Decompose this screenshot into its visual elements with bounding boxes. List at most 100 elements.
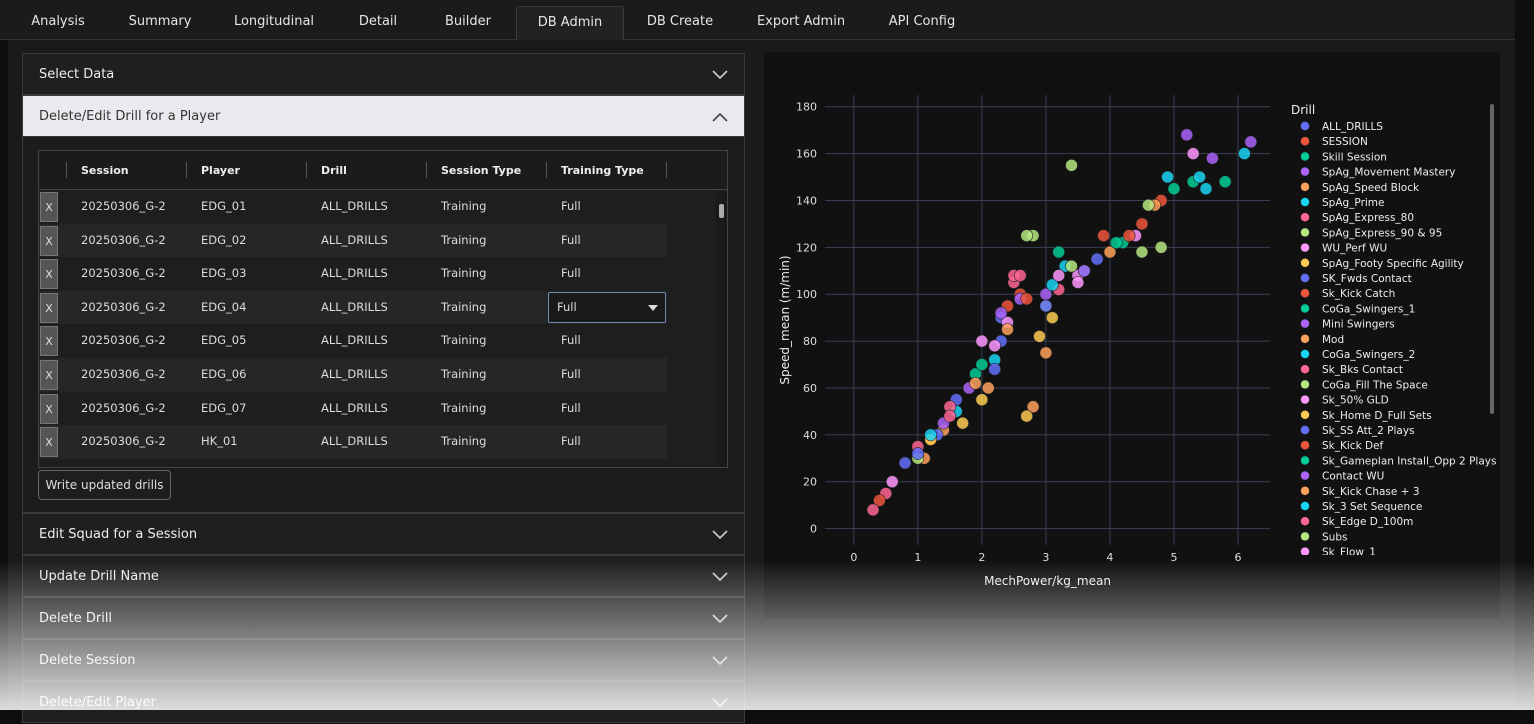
delete-row-button[interactable]: X	[40, 393, 58, 424]
chevron	[712, 530, 728, 540]
column-header[interactable]: Training Type	[561, 164, 644, 177]
accordion-header[interactable]: Delete/Edit Player	[22, 681, 745, 723]
legend-label: Skill Session	[1322, 151, 1387, 163]
legend-marker	[1300, 197, 1310, 207]
cell: EDG_04	[201, 299, 247, 314]
chevron	[712, 112, 728, 122]
point	[1110, 236, 1123, 249]
legend-label: CoGa_Swingers_2	[1322, 349, 1415, 361]
cell: Training	[441, 434, 487, 449]
x-axis-label: MechPower/kg_mean	[984, 574, 1111, 588]
column-separator	[546, 162, 547, 178]
tab-active[interactable]: DB Admin	[516, 6, 624, 40]
tab[interactable]: Export Admin	[756, 14, 846, 29]
point	[1090, 252, 1104, 266]
accordion-header[interactable]: Delete Session	[22, 639, 745, 681]
tab[interactable]: Analysis	[31, 14, 85, 29]
cell: Training	[441, 232, 487, 247]
point	[1033, 330, 1046, 343]
legend-label: CoGa_Swingers_1	[1322, 303, 1415, 315]
cell: EDG_03	[201, 266, 247, 281]
delete-row-button[interactable]: X	[40, 360, 58, 390]
delete-row-button[interactable]: X	[40, 225, 58, 256]
point	[1142, 198, 1155, 212]
point	[975, 393, 989, 406]
training-type-select[interactable]: Full	[548, 291, 666, 323]
cell: Training	[441, 299, 487, 314]
legend-marker	[1300, 485, 1310, 496]
accordion-header[interactable]: Update Drill Name	[22, 555, 745, 597]
column-separator	[426, 162, 427, 178]
tab[interactable]: Detail	[358, 14, 398, 29]
y-tick-label: 180	[796, 101, 817, 114]
column-header[interactable]: Session	[81, 164, 129, 177]
legend-marker	[1300, 182, 1310, 192]
legend-marker	[1300, 166, 1310, 177]
y-tick-label: 20	[803, 476, 817, 489]
accordion-header[interactable]: Edit Squad for a Session	[22, 513, 745, 555]
point	[1122, 229, 1136, 242]
write-button[interactable]: Write updated drills	[38, 470, 171, 500]
legend-marker	[1300, 409, 1310, 420]
point	[1238, 147, 1251, 160]
legend-label: SpAg_Movement Mastery	[1322, 167, 1455, 179]
tab[interactable]: Summary	[128, 14, 192, 29]
point	[1071, 276, 1085, 289]
y-tick-label: 0	[810, 523, 817, 536]
accordion-header[interactable]: Select Data	[22, 53, 745, 95]
cell: Full	[561, 199, 581, 213]
cell: ALL_DRILLS	[321, 333, 388, 348]
point	[1052, 245, 1066, 259]
delete-row-button[interactable]: X	[40, 192, 58, 222]
point	[873, 494, 886, 507]
table-header-bg	[39, 151, 727, 190]
cell: EDG_06	[201, 367, 247, 381]
legend-marker	[1300, 121, 1310, 131]
delete-row-button[interactable]: X	[40, 292, 58, 323]
legend-label: SpAg_Speed Block	[1322, 182, 1420, 194]
column-header[interactable]: Player	[201, 164, 240, 177]
chevron	[712, 656, 728, 666]
point	[885, 475, 899, 489]
legend-marker	[1300, 531, 1310, 542]
legend-marker	[1300, 440, 1310, 451]
point	[1046, 278, 1059, 292]
point	[1180, 128, 1194, 142]
legend-label: SpAg_Footy Specific Agility	[1322, 258, 1464, 270]
delete-row-button[interactable]: X	[40, 427, 58, 458]
tab[interactable]: DB Create	[646, 14, 714, 29]
accordion-header-open[interactable]: Delete/Edit Drill for a Player	[22, 95, 745, 137]
chart-panel: 0 1 2 3 4 5 6 0 20 40 60 80 100 120 140 160 180 MechPower…	[764, 52, 1500, 618]
legend-marker	[1300, 151, 1310, 162]
tab[interactable]: Longitudinal	[233, 14, 315, 29]
legend-marker	[1300, 349, 1310, 359]
legend-label: Contact WU	[1322, 471, 1384, 483]
legend-marker	[1300, 258, 1310, 268]
delete-row-button[interactable]: X	[40, 326, 58, 357]
legend-label: Mod	[1322, 334, 1344, 346]
legend-label: SESSION	[1322, 136, 1368, 148]
point	[1193, 170, 1206, 184]
column-header[interactable]: Drill	[321, 164, 347, 177]
legend-marker	[1300, 288, 1310, 298]
legend-marker	[1300, 394, 1310, 405]
column-separator	[306, 162, 307, 178]
accordion-header[interactable]: Delete Drill	[22, 597, 745, 639]
cell: 20250306_G-2	[81, 299, 166, 314]
table-row	[39, 257, 667, 291]
legend-marker	[1300, 501, 1310, 511]
point	[1206, 151, 1219, 165]
legend-label: Sk_Flow_1	[1322, 547, 1376, 559]
point	[911, 447, 925, 460]
y-axis-label: Speed_mean (m/min)	[778, 255, 792, 384]
tab[interactable]: Builder	[445, 14, 491, 29]
cell: ALL_DRILLS	[321, 266, 388, 281]
delete-row-button[interactable]: X	[40, 259, 58, 290]
column-header[interactable]: Session Type	[441, 164, 522, 177]
legend-label: Sk_Bks Contact	[1322, 364, 1403, 376]
point	[1052, 269, 1066, 282]
point	[1065, 259, 1078, 273]
tab[interactable]: API Config	[888, 14, 956, 29]
x-tick-label: 2	[978, 551, 985, 564]
table-row	[39, 190, 667, 224]
